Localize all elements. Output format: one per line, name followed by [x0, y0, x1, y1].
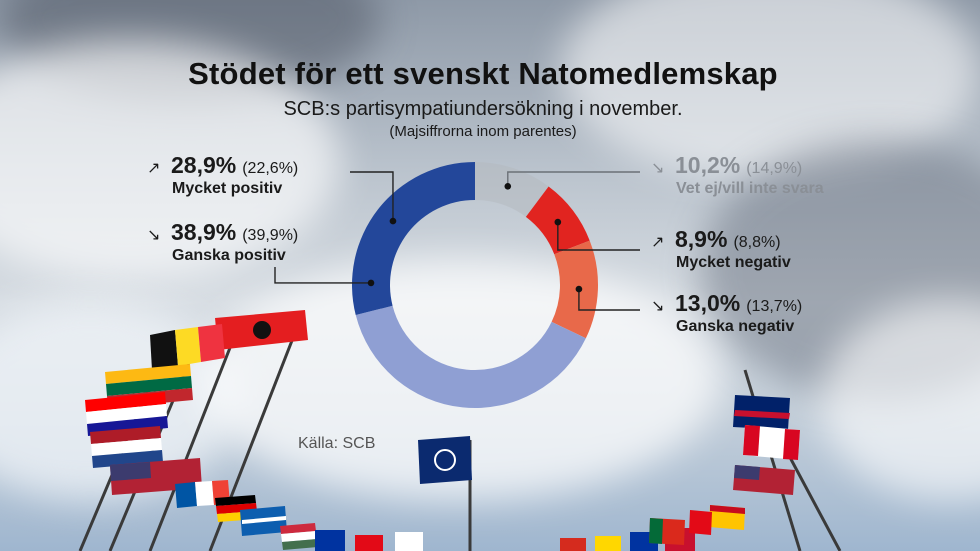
donut-slice-ganska-positiv [355, 305, 586, 409]
flag-hungary-icon [280, 523, 318, 550]
donut-slice-ganska-negativ [551, 240, 598, 339]
trend-down-icon: ↘ [651, 298, 665, 315]
leader-dot [389, 217, 397, 225]
leader-dot [504, 183, 512, 190]
flag-greece-icon [240, 506, 287, 536]
flag-portugal-icon [649, 518, 685, 545]
previous-value-label: (39,9%) [242, 227, 299, 244]
previous-value-label: (14,9%) [746, 160, 803, 177]
value-label: 10,2% [675, 152, 741, 178]
chart-subtitle: SCB:s partisympatiundersökning i novembe… [283, 98, 683, 120]
label-ganska-negativ: ↘ 13,0% (13,7%) Ganska negativ [651, 290, 802, 336]
source-label: Källa: SCB [298, 435, 376, 452]
flag-canada-icon [743, 425, 800, 460]
series-name: Ganska positiv [172, 247, 286, 264]
previous-value-label: (8,8%) [733, 234, 781, 251]
trend-down-icon: ↘ [651, 160, 665, 177]
trend-up-icon: ↗ [651, 234, 665, 251]
trend-down-icon: ↘ [147, 227, 161, 244]
leader-dot [367, 279, 375, 287]
flag-usa-right-icon [733, 465, 795, 495]
series-name: Vet ej/vill inte svara [676, 180, 824, 197]
flag-nato-icon [418, 436, 472, 484]
chart-note: (Majsiffrorna inom parentes) [389, 123, 577, 140]
label-vet-ej: ↘ 10,2% (14,9%) Vet ej/vill inte svara [651, 152, 824, 198]
label-mycket-positiv: ↗ 28,9% (22,6%) Mycket positiv [147, 152, 298, 198]
previous-value-label: (22,6%) [242, 160, 299, 177]
flag-spain-icon [709, 505, 745, 530]
donut-slice-mycket-positiv [351, 162, 475, 316]
previous-value-label: (13,7%) [746, 298, 803, 315]
flag-netherlands-icon [90, 426, 163, 468]
leader-dot [575, 285, 583, 293]
flag-belgium-icon [150, 324, 225, 370]
value-label: 38,9% [171, 219, 237, 245]
leader-line [554, 218, 640, 251]
flag-turkey-icon [689, 510, 712, 535]
value-label: 8,9% [675, 226, 728, 252]
series-name: Mycket positiv [172, 180, 283, 197]
donut-slice-vet-ej-vill-inte-svara [475, 162, 549, 217]
leader-dot [554, 218, 562, 226]
leader-line [504, 171, 640, 190]
flag-uk-icon [733, 395, 790, 430]
label-ganska-positiv: ↘ 38,9% (39,9%) Ganska positiv [147, 219, 298, 265]
trend-up-icon: ↗ [147, 160, 161, 177]
label-mycket-negativ: ↗ 8,9% (8,8%) Mycket negativ [651, 226, 791, 272]
series-name: Mycket negativ [676, 254, 791, 271]
leader-line [274, 267, 375, 287]
value-label: 13,0% [675, 290, 741, 316]
leader-line [350, 171, 397, 225]
leader-line [575, 285, 640, 311]
value-label: 28,9% [171, 152, 237, 178]
series-name: Ganska negativ [676, 318, 795, 335]
chart-title: Stödet för ett svenskt Natomedlemskap [188, 56, 778, 91]
flag-albania-icon [215, 310, 308, 350]
